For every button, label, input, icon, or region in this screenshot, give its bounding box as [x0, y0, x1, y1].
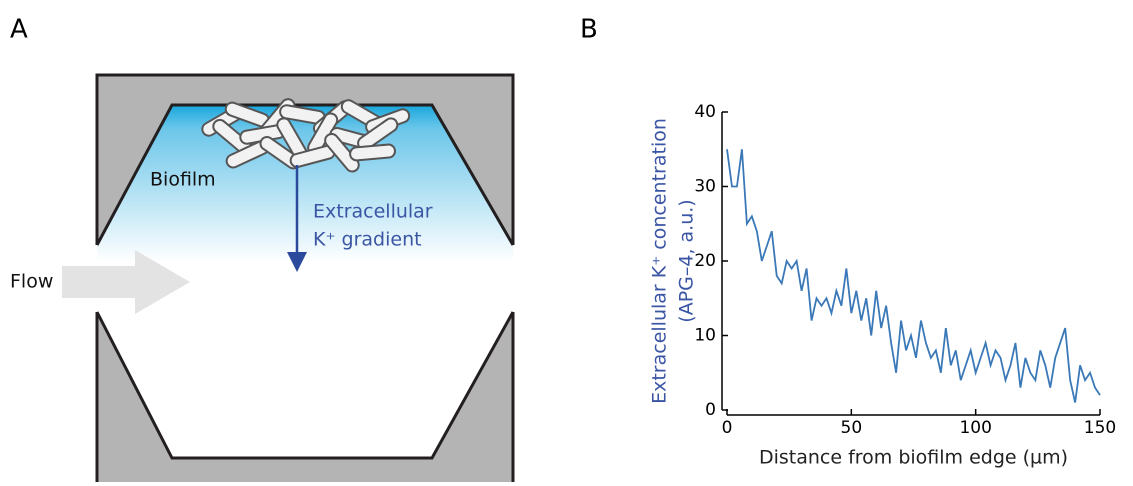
x-tick-label: 0	[722, 418, 733, 438]
y-axis-label: (APG–4, a.u.)	[676, 199, 698, 322]
biofilm-label: Biofilm	[150, 169, 216, 191]
biofilm-cells	[201, 98, 411, 173]
panel-label: A	[10, 15, 28, 45]
flow-label: Flow	[10, 271, 53, 293]
y-tick-label: 20	[694, 251, 716, 271]
y-tick-label: 0	[705, 400, 716, 420]
x-axis-label: Distance from biofilm edge (µm)	[759, 447, 1068, 469]
x-tick-label: 100	[959, 418, 991, 438]
line-chart: 0 10 20 30 40 0 50 100 150 Distance from biofilm …	[649, 102, 1117, 469]
flow-arrow	[62, 250, 190, 314]
gradient-label: Extracellular	[313, 201, 433, 223]
gradient-label: K⁺ gradient	[313, 229, 422, 251]
y-tick-label: 30	[694, 177, 716, 197]
x-tick-label: 150	[1084, 418, 1116, 438]
x-tick-label: 50	[841, 418, 863, 438]
y-tick-label: 40	[694, 102, 716, 122]
flow-chamber	[90, 73, 520, 486]
y-tick-label: 10	[694, 326, 716, 346]
data-line	[726, 149, 1101, 403]
y-axis-label: Extracellular K⁺ concentration	[649, 118, 671, 404]
panel-label: B	[580, 15, 598, 45]
